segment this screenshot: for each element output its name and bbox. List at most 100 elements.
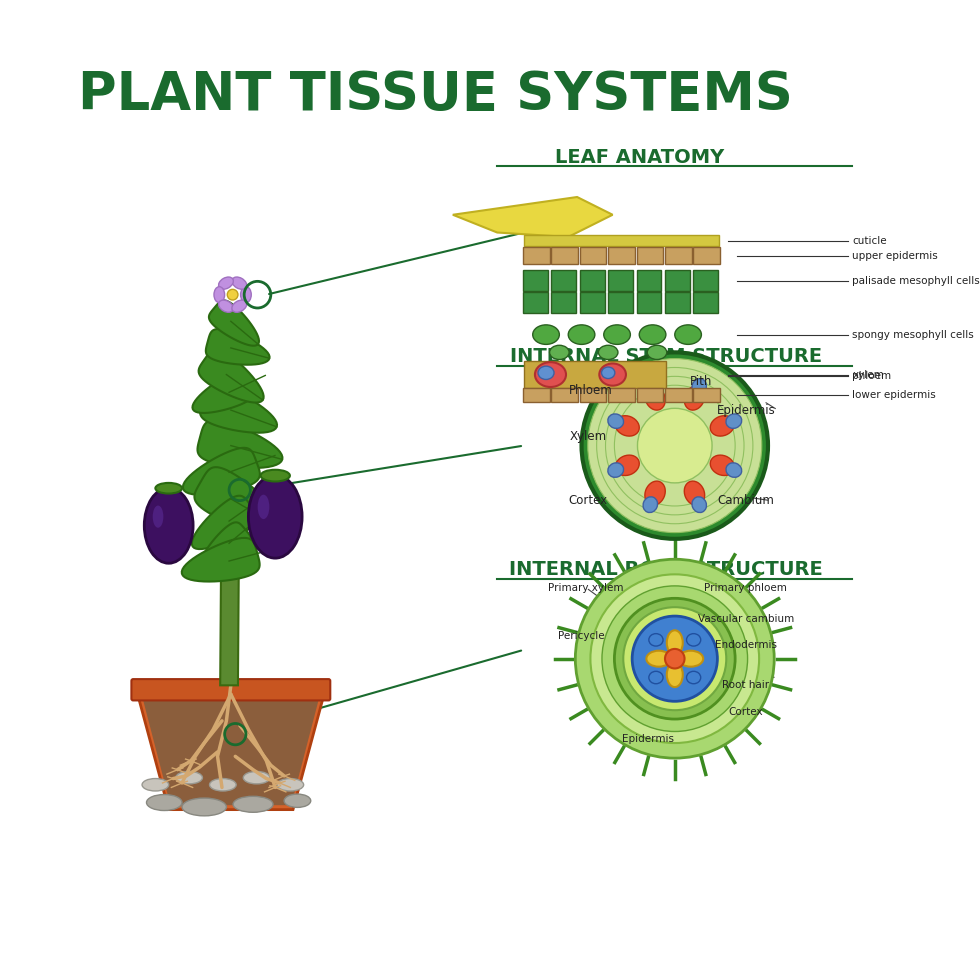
Ellipse shape bbox=[675, 324, 702, 344]
Text: lower epidermis: lower epidermis bbox=[853, 390, 936, 400]
Ellipse shape bbox=[535, 363, 566, 387]
Text: Xylem: Xylem bbox=[569, 430, 607, 443]
Ellipse shape bbox=[602, 368, 614, 378]
Circle shape bbox=[588, 359, 761, 532]
FancyBboxPatch shape bbox=[637, 247, 663, 265]
Text: INTERNAL STEM STRUCTURE: INTERNAL STEM STRUCTURE bbox=[510, 347, 822, 367]
Polygon shape bbox=[200, 386, 277, 433]
Polygon shape bbox=[192, 496, 257, 549]
Text: spongy mesophyll cells: spongy mesophyll cells bbox=[853, 329, 974, 340]
FancyBboxPatch shape bbox=[523, 388, 550, 402]
Text: Cambium: Cambium bbox=[717, 494, 774, 508]
Ellipse shape bbox=[550, 345, 569, 360]
Polygon shape bbox=[181, 538, 260, 581]
FancyBboxPatch shape bbox=[609, 247, 635, 265]
Ellipse shape bbox=[214, 287, 224, 303]
Ellipse shape bbox=[533, 324, 560, 344]
Circle shape bbox=[590, 574, 760, 743]
Ellipse shape bbox=[647, 345, 666, 360]
Ellipse shape bbox=[615, 416, 639, 436]
Circle shape bbox=[623, 608, 726, 710]
Circle shape bbox=[614, 599, 735, 719]
Ellipse shape bbox=[710, 416, 734, 436]
Text: Pith: Pith bbox=[690, 375, 712, 388]
Ellipse shape bbox=[665, 649, 685, 668]
Text: phloem: phloem bbox=[853, 371, 892, 381]
Ellipse shape bbox=[678, 651, 704, 666]
Ellipse shape bbox=[146, 795, 182, 810]
Text: Epidermis: Epidermis bbox=[622, 734, 674, 744]
FancyBboxPatch shape bbox=[580, 247, 607, 265]
Circle shape bbox=[575, 560, 774, 759]
Ellipse shape bbox=[608, 463, 623, 477]
Polygon shape bbox=[209, 301, 259, 346]
FancyBboxPatch shape bbox=[637, 388, 663, 402]
Ellipse shape bbox=[219, 277, 233, 289]
Circle shape bbox=[606, 376, 744, 514]
Polygon shape bbox=[194, 467, 281, 532]
Text: Phloem: Phloem bbox=[568, 384, 612, 397]
FancyBboxPatch shape bbox=[552, 292, 576, 314]
Ellipse shape bbox=[243, 771, 270, 784]
Ellipse shape bbox=[175, 771, 203, 784]
Ellipse shape bbox=[261, 469, 290, 481]
Polygon shape bbox=[199, 349, 264, 403]
Text: Pericycle: Pericycle bbox=[559, 631, 605, 642]
Ellipse shape bbox=[233, 797, 273, 812]
Text: INTERNAL ROOT STRUCTURE: INTERNAL ROOT STRUCTURE bbox=[509, 561, 823, 579]
FancyBboxPatch shape bbox=[609, 270, 633, 291]
FancyBboxPatch shape bbox=[665, 388, 692, 402]
Text: xylem: xylem bbox=[853, 369, 884, 379]
Circle shape bbox=[614, 385, 735, 506]
Polygon shape bbox=[201, 522, 251, 567]
Ellipse shape bbox=[156, 483, 182, 494]
Circle shape bbox=[602, 586, 748, 731]
Ellipse shape bbox=[684, 481, 705, 506]
FancyBboxPatch shape bbox=[665, 247, 692, 265]
Polygon shape bbox=[183, 448, 260, 495]
Ellipse shape bbox=[232, 277, 247, 289]
Ellipse shape bbox=[604, 324, 630, 344]
Ellipse shape bbox=[643, 497, 658, 513]
Ellipse shape bbox=[219, 300, 233, 313]
Ellipse shape bbox=[210, 778, 236, 791]
Ellipse shape bbox=[692, 378, 707, 394]
FancyBboxPatch shape bbox=[580, 388, 607, 402]
Polygon shape bbox=[198, 420, 282, 468]
Text: Primary xylem: Primary xylem bbox=[548, 583, 623, 593]
Ellipse shape bbox=[568, 324, 595, 344]
FancyBboxPatch shape bbox=[694, 292, 718, 314]
Polygon shape bbox=[206, 329, 270, 365]
FancyBboxPatch shape bbox=[580, 292, 605, 314]
Text: PLANT TISSUE SYSTEMS: PLANT TISSUE SYSTEMS bbox=[77, 69, 793, 121]
Text: Epidermis: Epidermis bbox=[716, 404, 775, 416]
Circle shape bbox=[632, 616, 717, 702]
Ellipse shape bbox=[258, 495, 270, 519]
Circle shape bbox=[597, 368, 753, 523]
Ellipse shape bbox=[649, 671, 663, 684]
FancyBboxPatch shape bbox=[523, 235, 719, 246]
FancyBboxPatch shape bbox=[609, 292, 633, 314]
Ellipse shape bbox=[666, 662, 683, 687]
FancyBboxPatch shape bbox=[694, 388, 720, 402]
FancyBboxPatch shape bbox=[552, 388, 578, 402]
FancyBboxPatch shape bbox=[552, 247, 578, 265]
FancyBboxPatch shape bbox=[637, 270, 662, 291]
Polygon shape bbox=[453, 197, 612, 237]
FancyBboxPatch shape bbox=[694, 247, 720, 265]
Polygon shape bbox=[137, 694, 324, 809]
Ellipse shape bbox=[666, 630, 683, 656]
Text: Root hair: Root hair bbox=[722, 680, 769, 690]
Ellipse shape bbox=[241, 287, 251, 303]
Ellipse shape bbox=[182, 798, 226, 815]
Ellipse shape bbox=[692, 497, 707, 513]
Text: upper epidermis: upper epidermis bbox=[853, 252, 938, 262]
Ellipse shape bbox=[684, 386, 705, 410]
Circle shape bbox=[227, 289, 238, 300]
FancyBboxPatch shape bbox=[580, 270, 605, 291]
FancyBboxPatch shape bbox=[694, 270, 718, 291]
Text: Cortex: Cortex bbox=[728, 707, 763, 717]
Text: LEAF ANATOMY: LEAF ANATOMY bbox=[555, 148, 724, 167]
FancyBboxPatch shape bbox=[523, 361, 666, 388]
Ellipse shape bbox=[153, 506, 164, 528]
